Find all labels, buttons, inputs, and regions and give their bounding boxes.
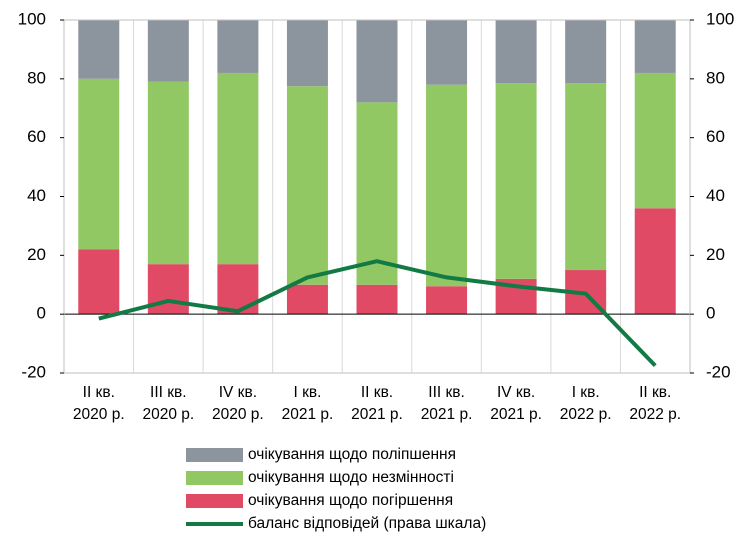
bar-segment [286, 20, 328, 87]
bar-segment [217, 72, 259, 265]
legend-swatch [186, 471, 243, 485]
bar-segment [495, 83, 537, 279]
x-tick-label: II кв. 2020 р. [72, 384, 125, 423]
bar-segment [217, 20, 259, 73]
legend-swatch [186, 494, 243, 508]
y-tick-label: 20 [27, 245, 46, 264]
bar-segment [634, 20, 676, 73]
bar-segment [78, 249, 120, 315]
y-tick-label: 80 [27, 68, 46, 87]
bar-segment [78, 20, 120, 79]
bar-segment [426, 20, 468, 85]
bar-segment [565, 20, 607, 84]
line-series [98, 259, 657, 368]
y-tick-label: 60 [27, 127, 46, 146]
bar-segment [147, 264, 189, 315]
bar-segment [286, 284, 328, 315]
y2-tick-label: 40 [706, 186, 725, 205]
y2-tick-label: 80 [706, 68, 725, 87]
y-tick-label: 0 [37, 304, 46, 323]
legend-label: баланс відповідей (права шкала) [248, 515, 487, 532]
bar-segment [634, 208, 676, 315]
x-tick-label: I кв. 2021 р. [281, 384, 334, 423]
y2-tick-label: 100 [706, 9, 734, 28]
bar-segment [634, 72, 676, 209]
y2-tick-label: 0 [706, 304, 715, 323]
x-tick-label: II кв. 2022 р. [629, 384, 682, 423]
x-tick-label: III кв. 2021 р. [420, 384, 473, 423]
legend-label: очікування щодо поліпшення [248, 446, 456, 463]
y-tick-label: 100 [18, 9, 46, 28]
y-tick-label: -20 [21, 362, 46, 381]
x-tick-label: II кв. 2021 р. [351, 384, 403, 423]
legend-swatch [186, 448, 243, 462]
bar-segment [356, 102, 398, 285]
legend-label: очікування щодо незмінності [248, 469, 454, 486]
y-tick-label: 40 [27, 186, 46, 205]
bar-segment [147, 20, 189, 82]
bar-segment [426, 286, 468, 315]
bar-segment [426, 84, 468, 287]
bar-segment [217, 264, 259, 315]
x-tick-label: III кв. 2020 р. [142, 384, 195, 423]
legend-label: очікування щодо погіршення [248, 492, 454, 509]
x-tick-label: IV кв. 2020 р. [212, 384, 264, 423]
y2-tick-label: 20 [706, 245, 725, 264]
bar-segment [286, 86, 328, 285]
bar-segment [565, 83, 607, 271]
bar-segment [356, 20, 398, 103]
bar-segment [147, 81, 189, 265]
y2-tick-label: 60 [706, 127, 725, 146]
bar-segment [356, 284, 398, 315]
x-tick-label: I кв. 2022 р. [559, 384, 612, 423]
bar-segment [78, 78, 120, 250]
y2-tick-label: -20 [706, 362, 731, 381]
bar-segment [495, 20, 537, 84]
x-tick-label: IV кв. 2021 р. [490, 384, 542, 423]
